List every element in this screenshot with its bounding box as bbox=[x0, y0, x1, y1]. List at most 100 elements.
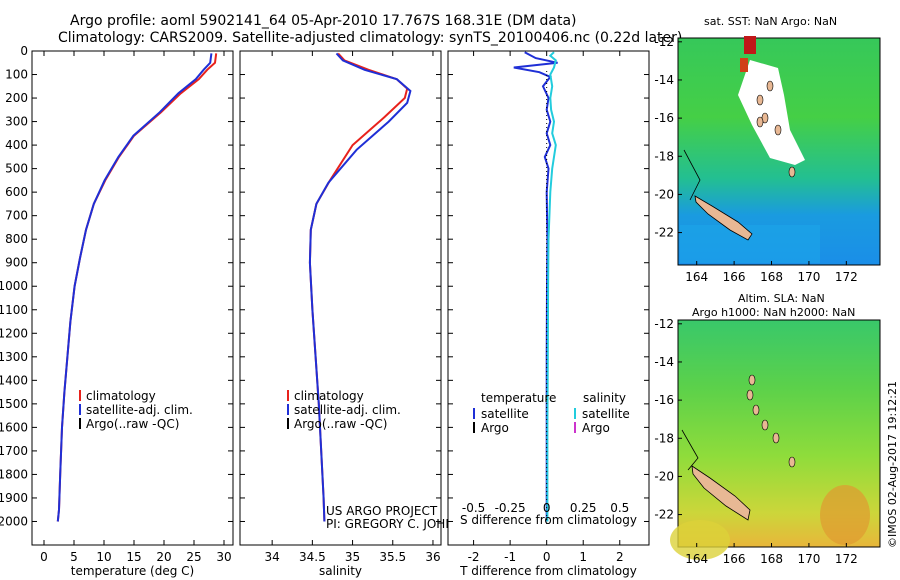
depth-tick-label: 2000 bbox=[0, 514, 28, 528]
vanuatu-island-icon bbox=[756, 116, 764, 128]
sal-xtick-label: 34 bbox=[265, 550, 280, 564]
sst-lat-tick-label: -14 bbox=[654, 73, 674, 87]
sal-xtick-label: 34.5 bbox=[299, 550, 326, 564]
vanuatu-island-icon bbox=[756, 94, 764, 106]
sla-lat-tick-label: -16 bbox=[654, 393, 674, 407]
depth-tick-label: 0 bbox=[20, 44, 28, 58]
diff-legend-header-salinity: salinity bbox=[583, 391, 626, 405]
sla-map bbox=[670, 319, 881, 560]
depth-tick-label: 400 bbox=[5, 138, 28, 152]
depth-tick-label: 1300 bbox=[0, 350, 28, 364]
sst-lat-tick-label: -20 bbox=[654, 187, 674, 201]
sst-lon-tick-label: 168 bbox=[760, 270, 783, 284]
diff-s-tick-label: 0.5 bbox=[610, 501, 629, 515]
depth-tick-label: 700 bbox=[5, 209, 28, 223]
diff-series-temperature-satellite bbox=[513, 51, 558, 522]
sst-lon-tick-label: 170 bbox=[797, 270, 820, 284]
temp-xlabel: temperature (deg C) bbox=[71, 564, 194, 578]
sal-xtick-label: 35.5 bbox=[379, 550, 406, 564]
vanuatu-island-icon bbox=[752, 404, 760, 416]
depth-tick-label: 800 bbox=[5, 232, 28, 246]
diff-s-tick-label: 0 bbox=[543, 501, 551, 515]
sal-legend-label: climatology bbox=[294, 389, 364, 403]
sst-cool-band-icon bbox=[680, 225, 820, 263]
sla-map-title: Altim. SLA: NaN bbox=[738, 292, 825, 305]
depth-tick-label: 1800 bbox=[0, 467, 28, 481]
sal-legend-label: Argo(..raw -QC) bbox=[294, 417, 387, 431]
temp-xtick-label: 5 bbox=[70, 550, 78, 564]
diff-legend-label: Argo bbox=[481, 421, 509, 435]
depth-tick-label: 1600 bbox=[0, 420, 28, 434]
sal-series-satellite-adj-clim- bbox=[308, 52, 412, 522]
chart-title-line2: Climatology: CARS2009. Satellite-adjuste… bbox=[58, 30, 683, 46]
sla-lat-tick-label: -12 bbox=[654, 317, 674, 331]
sst-lon-tick-label: 166 bbox=[723, 270, 746, 284]
vanuatu-island-icon bbox=[761, 419, 769, 431]
sal-xlabel: salinity bbox=[319, 564, 362, 578]
new-caledonia-island-icon bbox=[691, 465, 751, 521]
sal-xtick-label: 35 bbox=[345, 550, 360, 564]
depth-tick-label: 1000 bbox=[0, 279, 28, 293]
imos-credit: ©IMOS 02-Aug-2017 19:12:21 bbox=[886, 381, 899, 548]
temp-xtick-label: 15 bbox=[126, 550, 141, 564]
sst-lon-tick-label: 164 bbox=[685, 270, 708, 284]
vanuatu-island-icon bbox=[774, 124, 782, 136]
temp-plot-frame bbox=[31, 50, 234, 546]
temp-legend-label: satellite-adj. clim. bbox=[86, 403, 193, 417]
sla-high-anomaly-icon bbox=[820, 485, 870, 545]
temp-xtick-label: 25 bbox=[186, 550, 201, 564]
sst-lat-tick-label: -22 bbox=[654, 226, 674, 240]
chart-title-line1: Argo profile: aoml 5902141_64 05-Apr-201… bbox=[70, 13, 577, 29]
sst-lat-tick-label: -16 bbox=[654, 111, 674, 125]
diff-s-tick-label: -0.5 bbox=[462, 501, 485, 515]
sla-lon-tick-label: 170 bbox=[797, 552, 820, 566]
sst-warm-patch-icon bbox=[744, 36, 756, 54]
vanuatu-island-icon bbox=[748, 374, 756, 386]
diff-legend-label: satellite bbox=[582, 407, 630, 421]
diff-legend-label: Argo bbox=[582, 421, 610, 435]
sla-lat-tick-label: -14 bbox=[654, 355, 674, 369]
vanuatu-island-icon bbox=[788, 456, 796, 468]
sla-lat-tick-label: -22 bbox=[654, 508, 674, 522]
temp-xtick-label: 10 bbox=[96, 550, 111, 564]
sla-lat-tick-label: -18 bbox=[654, 431, 674, 445]
sal-annotation-pi: PI: GREGORY C. JOHNSON bbox=[326, 517, 480, 531]
temp-legend-label: Argo(..raw -QC) bbox=[86, 417, 179, 431]
new-caledonia-island-icon bbox=[694, 195, 753, 241]
vanuatu-island-icon bbox=[788, 166, 796, 178]
depth-tick-label: 300 bbox=[5, 115, 28, 129]
sla-coast-icon bbox=[681, 429, 699, 471]
temp-xtick-label: 0 bbox=[40, 550, 48, 564]
sst-map bbox=[677, 36, 881, 266]
sla-map-subtitle: Argo h1000: NaN h2000: NaN bbox=[692, 306, 856, 319]
diff-s-xlabel: S difference from climatology bbox=[460, 513, 637, 527]
temp-legend-label: climatology bbox=[86, 389, 156, 403]
diff-xtick-label: 0 bbox=[543, 550, 551, 564]
sal-legend-label: satellite-adj. clim. bbox=[294, 403, 401, 417]
temp-series-satellite-adj-clim- bbox=[56, 53, 213, 522]
depth-tick-label: 200 bbox=[5, 91, 28, 105]
diff-legend-header-temperature: temperature bbox=[481, 391, 556, 405]
diff-s-tick-label: 0.25 bbox=[570, 501, 597, 515]
depth-tick-label: 1400 bbox=[0, 373, 28, 387]
diff-xtick-label: -1 bbox=[504, 550, 516, 564]
depth-tick-label: 1900 bbox=[0, 491, 28, 505]
depth-tick-label: 500 bbox=[5, 162, 28, 176]
vanuatu-island-icon bbox=[766, 80, 774, 92]
sla-lon-tick-label: 164 bbox=[685, 552, 708, 566]
sst-map-title: sat. SST: NaN Argo: NaN bbox=[704, 15, 838, 28]
diff-xtick-label: 1 bbox=[579, 550, 587, 564]
sst-cloud-mask-icon bbox=[738, 60, 805, 165]
sal-xtick-label: 36 bbox=[425, 550, 440, 564]
diff-xtick-label: 2 bbox=[616, 550, 624, 564]
sla-anomaly-icon bbox=[670, 520, 730, 560]
depth-tick-label: 1100 bbox=[0, 303, 28, 317]
sal-annotation-project: US ARGO PROJECT bbox=[326, 504, 438, 518]
sst-coast-icon bbox=[683, 149, 701, 201]
diff-xtick-label: -2 bbox=[468, 550, 480, 564]
temp-xtick-label: 20 bbox=[156, 550, 171, 564]
sla-lon-tick-label: 172 bbox=[835, 552, 858, 566]
vanuatu-island-icon bbox=[746, 389, 754, 401]
depth-tick-label: 1200 bbox=[0, 326, 28, 340]
